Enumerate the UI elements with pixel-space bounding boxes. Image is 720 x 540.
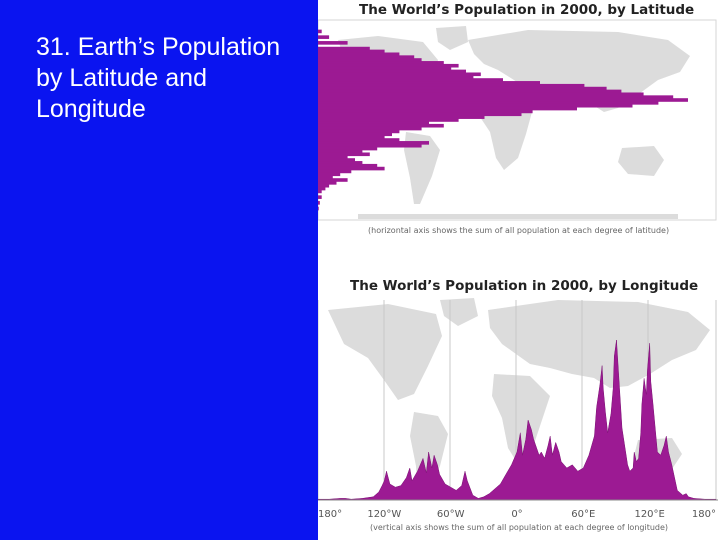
latitude-bar [318,35,330,39]
latitude-bar [318,46,370,51]
latitude-bar [318,181,337,185]
latitude-bar [318,109,533,114]
latitude-bar [318,112,522,117]
latitude-bar [318,89,622,94]
latitude-bar [318,161,363,165]
latitude-bar [318,81,540,85]
longitude-tick-labels: 180° 120°W 60°W 0° 60°E 120°E 180° [318,509,716,520]
latitude-bar [318,118,459,122]
latitude-bar [318,55,415,59]
longitude-tick-label: 120°E [634,509,664,520]
latitude-bar [318,83,585,88]
map-antarctica [358,214,678,219]
latitude-bar [318,135,385,139]
longitude-axis-note: (vertical axis shows the sum of all popu… [370,523,669,532]
map-greenland-2 [440,298,478,326]
latitude-bar [318,189,322,194]
map-eurasia [468,30,690,112]
latitude-bar [318,141,429,145]
latitude-bar [318,92,644,97]
latitude-bar [318,126,422,131]
latitude-bar [318,155,348,159]
latitude-bar [318,75,474,79]
latitude-bar [318,103,633,108]
latitude-figure: The World’s Population in 2000, by Latit… [318,0,720,262]
latitude-bar [318,78,503,82]
latitude-bar [318,63,459,68]
map-australia [618,146,664,176]
longitude-chart-title: The World’s Population in 2000, by Longi… [350,278,699,294]
map-north-america-2 [328,304,442,400]
latitude-bar [318,178,348,182]
latitude-bar [318,175,333,179]
latitude-bar [318,106,577,111]
latitude-bar [318,98,688,102]
latitude-bar [318,149,363,154]
latitude-bar [318,52,400,57]
latitude-bar [318,169,352,174]
latitude-bar [318,66,452,71]
longitude-tick-label: 180° [318,509,342,520]
latitude-bar [318,152,370,157]
latitude-population-bars [318,29,688,211]
latitude-bar [318,41,348,45]
latitude-axis-note: (horizontal axis shows the sum of all po… [368,226,670,235]
latitude-bar [318,129,400,134]
latitude-bar [318,115,485,119]
latitude-bar [318,138,400,142]
latitude-bar [318,186,326,191]
longitude-figure: The World’s Population in 2000, by Longi… [318,270,720,540]
latitude-bar [318,158,355,162]
longitude-tick-label: 180° [692,509,716,520]
latitude-bar [318,201,320,205]
latitude-bar [318,172,341,177]
latitude-bar [318,166,385,171]
latitude-bar [318,146,378,151]
slide-title: 31. Earth’s Population by Latitude and L… [36,32,316,125]
map-africa-2 [492,374,550,464]
latitude-bar [318,183,330,188]
slide-title-line-2: by Latitude and [36,64,207,92]
longitude-chart: 180° 120°W 60°W 0° 60°E 120°E 180° [318,298,718,520]
latitude-bar [318,206,319,211]
latitude-bar [318,101,659,105]
longitude-population-area [318,339,717,501]
title-panel: 31. Earth’s Population by Latitude and L… [0,0,318,540]
longitude-tick-label: 0° [511,509,522,520]
longitude-tick-label: 60°W [437,509,465,520]
latitude-bar [318,69,466,74]
map-greenland [436,26,468,50]
map-south-america [404,132,440,204]
longitude-tick-label: 120°W [367,509,401,520]
latitude-bar [318,58,422,62]
latitude-bar [318,121,429,125]
latitude-bar [318,95,674,99]
latitude-bar [318,49,385,54]
slide-title-line-1: 31. Earth’s Population [36,33,281,61]
latitude-bar [318,61,444,65]
slide-title-line-3: Longitude [36,95,146,123]
longitude-tick-label: 60°E [571,509,595,520]
latitude-chart-title: The World’s Population in 2000, by Latit… [359,2,695,18]
latitude-bar [318,72,481,77]
latitude-bar [318,132,392,137]
latitude-bar [318,195,322,199]
map-eurasia-2 [488,300,710,388]
latitude-bar [318,123,444,128]
latitude-bar [318,86,607,91]
latitude-bar [318,163,378,168]
latitude-chart [318,19,717,221]
latitude-bar [318,143,422,148]
latitude-bar [318,29,322,34]
